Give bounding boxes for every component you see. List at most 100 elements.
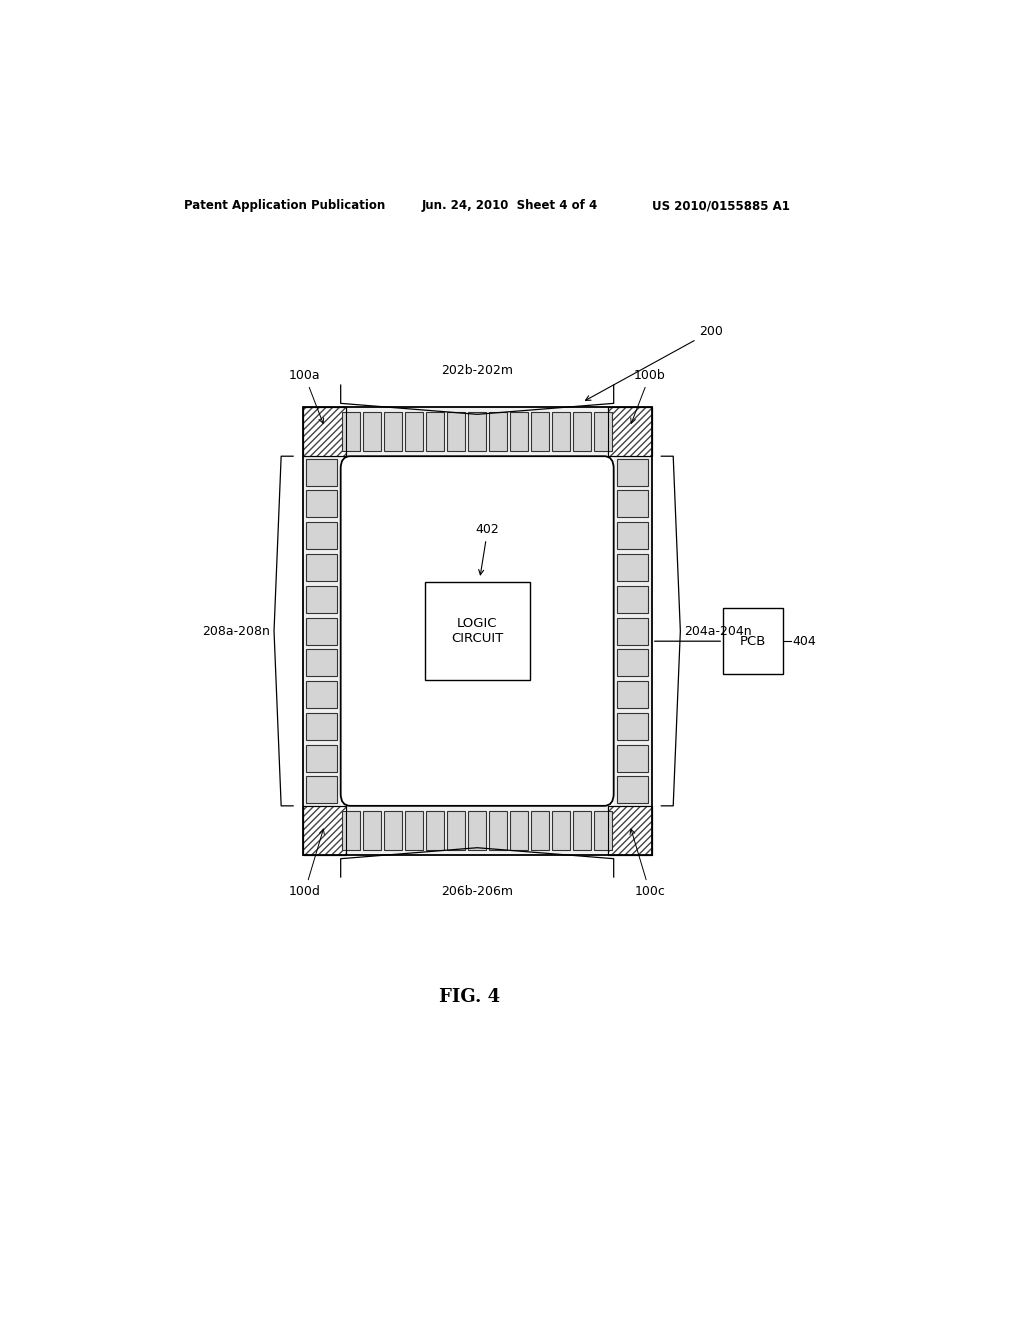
Bar [303,805,346,854]
Bar [303,408,346,457]
Text: 100b: 100b [631,370,666,424]
Bar [617,776,648,804]
Bar [447,810,465,850]
Bar [552,810,570,850]
Bar [306,490,337,517]
Bar [617,554,648,581]
Bar [426,810,444,850]
Bar [468,810,486,850]
Bar [306,713,337,741]
Bar [426,810,444,850]
Bar [573,810,591,850]
Text: 208a-208n: 208a-208n [202,624,270,638]
Bar [406,412,423,451]
Bar [468,412,486,451]
Bar [306,776,337,804]
Bar [426,412,444,451]
Bar [303,408,652,854]
Bar [384,412,402,451]
Bar [303,408,652,854]
Bar [617,490,648,517]
Bar [306,618,337,644]
Bar [594,412,612,451]
Bar [364,412,381,451]
Bar [723,609,782,675]
Bar [306,649,337,676]
Bar [406,810,423,850]
Bar [531,412,549,451]
Bar [573,810,591,850]
Bar [303,408,346,457]
Bar [617,649,648,676]
Bar [489,412,507,451]
Bar [306,681,337,708]
Bar [552,412,570,451]
Bar [510,412,528,451]
Bar [384,810,402,850]
Bar [364,810,381,850]
Bar [306,618,337,644]
Bar [306,744,337,772]
Bar [306,490,337,517]
Bar [510,810,528,850]
Bar [447,810,465,850]
Bar [306,458,337,486]
Bar [306,776,337,804]
Bar [608,805,652,854]
Bar [552,412,570,451]
Text: 404: 404 [793,635,816,648]
Bar [531,810,549,850]
Bar [531,810,549,850]
Bar [594,810,612,850]
Bar [617,649,648,676]
Bar [306,554,337,581]
Bar [594,412,612,451]
Text: Patent Application Publication: Patent Application Publication [183,199,385,213]
Bar [303,805,346,854]
Bar [306,458,337,486]
Bar [573,412,591,451]
Text: 202b-202m: 202b-202m [441,364,513,378]
Bar [303,408,346,457]
Bar [617,776,648,804]
Bar [364,810,381,850]
Bar [342,810,360,850]
Bar [489,810,507,850]
Bar [617,586,648,612]
Text: FIG. 4: FIG. 4 [438,987,500,1006]
Text: US 2010/0155885 A1: US 2010/0155885 A1 [652,199,790,213]
Bar [510,412,528,451]
Bar [468,810,486,850]
Bar [617,744,648,772]
Bar [384,810,402,850]
Bar [573,412,591,451]
Bar [608,408,652,457]
Text: 402: 402 [476,523,500,574]
Bar [306,586,337,612]
Bar [426,412,444,451]
Bar [510,810,528,850]
Bar [617,681,648,708]
Bar [384,412,402,451]
Bar [306,649,337,676]
Bar [306,523,337,549]
Bar [608,408,652,457]
Bar [617,586,648,612]
Bar [406,412,423,451]
Bar [447,412,465,451]
Text: LOGIC
CIRCUIT: LOGIC CIRCUIT [451,616,504,645]
Bar [468,412,486,451]
Text: 100c: 100c [630,829,666,898]
Bar [617,618,648,644]
Bar [531,412,549,451]
Bar [342,412,360,451]
Bar [617,713,648,741]
Bar [306,523,337,549]
Bar [617,523,648,549]
Text: 100d: 100d [289,829,325,898]
Text: 100a: 100a [289,370,324,424]
Bar [306,744,337,772]
Text: 206b-206m: 206b-206m [441,886,513,898]
Bar [594,810,612,850]
Bar [342,412,360,451]
